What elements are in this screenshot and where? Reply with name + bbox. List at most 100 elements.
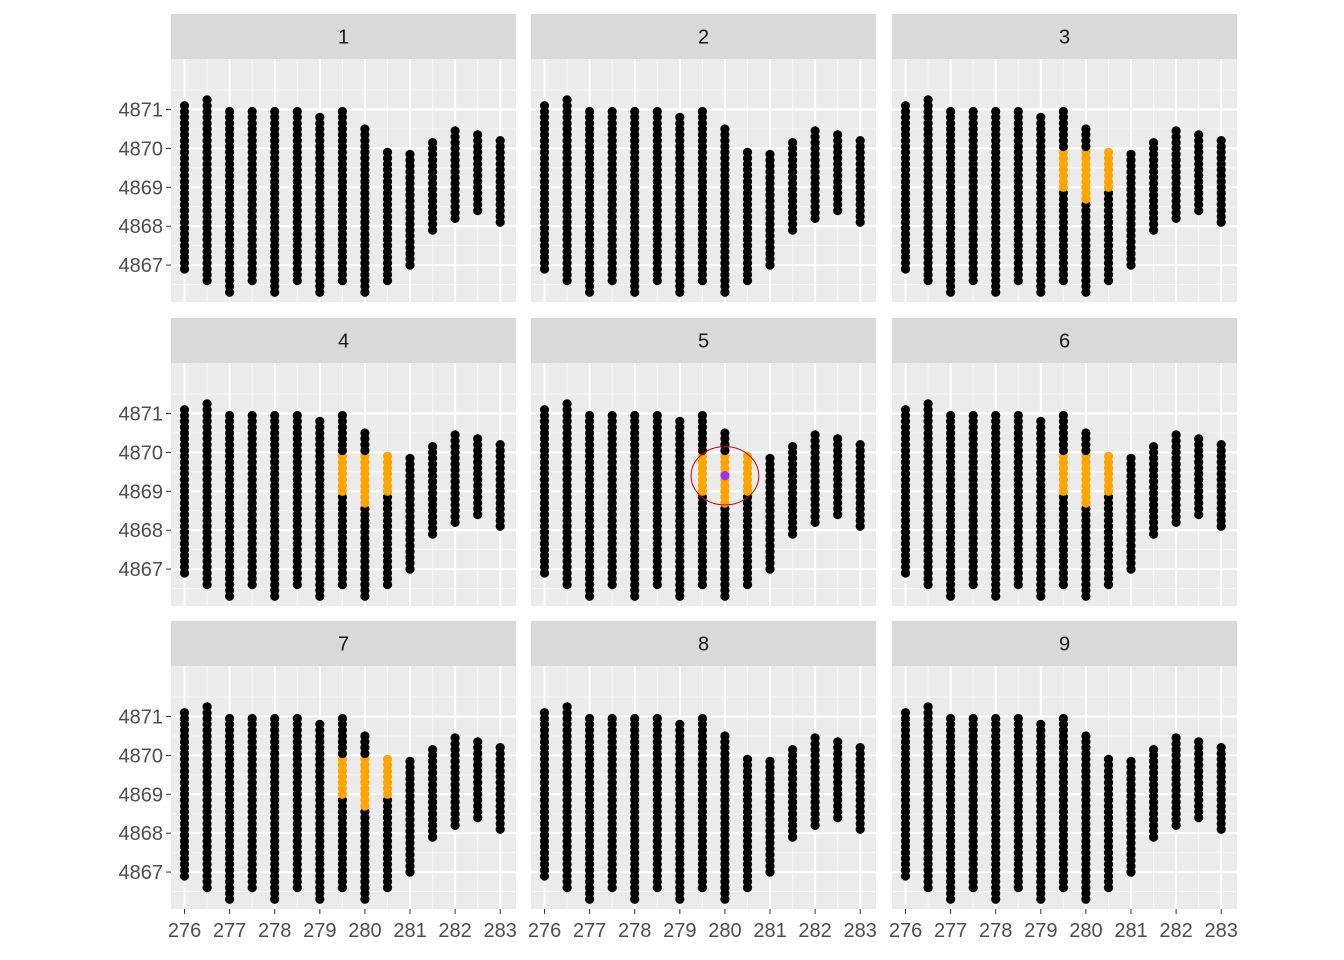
data-point: [630, 106, 640, 117]
facet-panel-3: 3: [892, 14, 1237, 302]
data-point: [1194, 737, 1204, 747]
data-point: [630, 410, 640, 421]
data-point: [315, 112, 325, 122]
data-point: [720, 428, 730, 438]
data-point: [697, 106, 708, 117]
data-point: [652, 410, 662, 421]
data-point: [1194, 130, 1204, 140]
facet-strip-label: 6: [1059, 331, 1070, 353]
data-point: [247, 410, 257, 421]
data-point: [562, 702, 572, 712]
data-point: [991, 106, 1001, 117]
data-point: [179, 708, 190, 718]
facet-strip: [531, 14, 876, 59]
data-point: [1036, 719, 1046, 729]
data-point: [968, 410, 978, 421]
y-tick-label: 4868: [119, 520, 164, 542]
y-tick-label: 4867: [119, 862, 164, 884]
data-point: [946, 410, 956, 421]
data-point: [428, 442, 438, 452]
data-point: [675, 112, 685, 122]
data-point: [473, 737, 483, 747]
y-tick-label: 4871: [119, 707, 164, 729]
data-point: [1081, 731, 1091, 741]
data-point: [1036, 112, 1046, 122]
data-point: [810, 733, 820, 743]
data-point: [495, 440, 505, 450]
data-point: [675, 719, 685, 729]
x-tick-label: 279: [303, 920, 336, 942]
facet-strip-label: 2: [698, 27, 709, 49]
highlight-point: [1103, 451, 1114, 461]
data-point: [765, 453, 775, 463]
data-point: [405, 453, 415, 463]
y-tick-label: 4870: [119, 745, 164, 767]
x-tick-label: 282: [438, 920, 471, 942]
facet-strip-label: 1: [338, 27, 349, 49]
data-point: [1081, 124, 1091, 134]
y-tick-label: 4870: [119, 138, 164, 160]
x-tick-label: 277: [573, 920, 606, 942]
data-point: [810, 430, 820, 440]
data-point: [652, 106, 662, 117]
highlight-point: [1103, 147, 1114, 157]
facet-panel-8: 8 276 277 278 279 280 281 282 283: [528, 621, 877, 942]
data-point: [900, 708, 911, 718]
data-point: [270, 410, 280, 421]
data-point: [315, 416, 325, 426]
data-point: [607, 106, 617, 117]
x-tick-label: 281: [753, 920, 786, 942]
facet-strip: [171, 14, 516, 59]
x-tick-label: 281: [393, 920, 426, 942]
x-tick-label: 282: [1159, 920, 1192, 942]
x-tick-label: 276: [889, 920, 922, 942]
data-point: [1171, 126, 1181, 136]
x-tick-label: 280: [708, 920, 741, 942]
facet-strip-label: 7: [338, 634, 349, 656]
data-point: [202, 702, 212, 712]
data-point: [562, 399, 572, 409]
data-point: [202, 95, 212, 105]
data-point: [315, 719, 325, 729]
data-point: [991, 713, 1001, 724]
data-point: [1058, 713, 1068, 724]
center-point: [720, 471, 730, 481]
facet-strip: [892, 14, 1237, 59]
data-point: [697, 713, 708, 724]
data-point: [900, 405, 911, 415]
data-point: [270, 713, 280, 724]
x-tick-label: 279: [663, 920, 696, 942]
data-point: [225, 713, 235, 724]
data-point: [1013, 410, 1023, 421]
data-point: [855, 743, 865, 753]
facet-strip: [531, 318, 876, 363]
y-tick-label: 4871: [119, 404, 164, 426]
data-point: [428, 138, 438, 148]
data-point: [675, 416, 685, 426]
data-point: [337, 713, 347, 724]
data-point: [450, 126, 460, 136]
facet-panel-9: 9 276 277 278 279 280 281 282 283: [889, 621, 1238, 942]
x-tick-label: 283: [484, 920, 517, 942]
facet-strip: [531, 621, 876, 666]
data-point: [405, 149, 415, 159]
data-point: [1058, 410, 1068, 421]
x-tick-label: 283: [844, 920, 877, 942]
facet-panel-5: 5: [531, 318, 876, 606]
x-tick-label: 276: [528, 920, 561, 942]
data-point: [810, 126, 820, 136]
y-tick-label: 4869: [119, 784, 164, 806]
data-point: [450, 733, 460, 743]
x-tick-label: 283: [1205, 920, 1238, 942]
y-tick-label: 4867: [119, 255, 164, 277]
data-point: [923, 399, 933, 409]
y-tick-label: 4867: [119, 559, 164, 581]
x-tick-label: 280: [1069, 920, 1102, 942]
data-point: [539, 101, 550, 111]
data-point: [247, 713, 257, 724]
data-point: [923, 95, 933, 105]
facet-strip-label: 9: [1059, 634, 1070, 656]
x-tick-label: 280: [348, 920, 381, 942]
data-point: [1058, 106, 1068, 117]
